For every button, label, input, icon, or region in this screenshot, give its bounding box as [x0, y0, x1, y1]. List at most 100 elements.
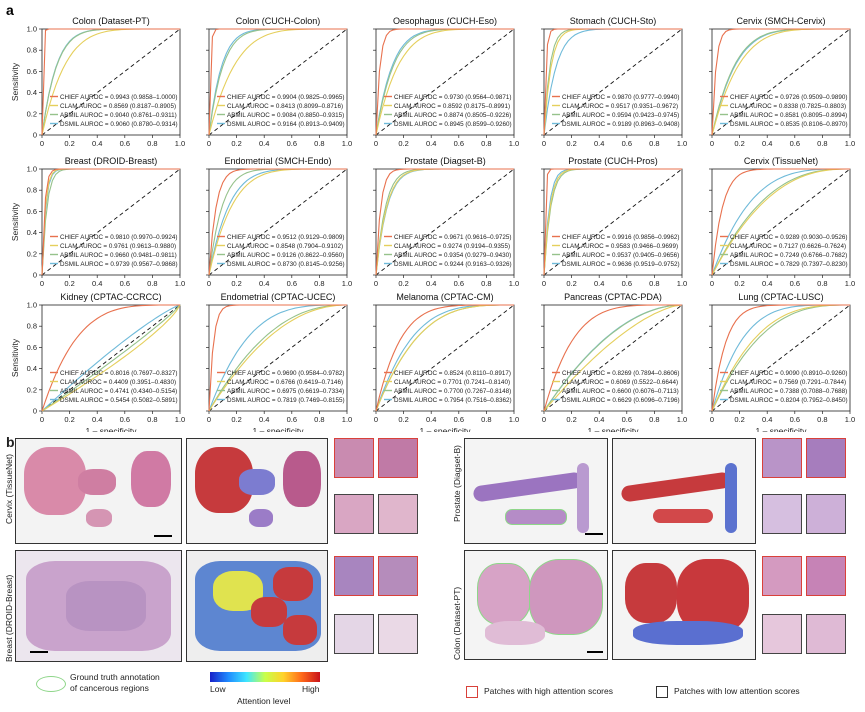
legend-entry-dsmil: DSMIL AUROC = 0.9739 (0.9567–0.9868): [60, 261, 178, 268]
patch-prostate-high-2: [806, 438, 846, 478]
x-tick-label: 0.6: [454, 279, 464, 288]
roc-curve-clam: [711, 168, 850, 276]
x-tick-label: 0.2: [64, 279, 74, 288]
panel-letter-a: a: [6, 2, 14, 18]
x-tick-label: 0.8: [649, 279, 659, 288]
slide-breast-he: [15, 550, 182, 662]
high-attention-legend-icon: [466, 686, 478, 698]
x-tick-label: 0: [207, 139, 211, 148]
x-tick-label: 0.4: [426, 279, 436, 288]
legend-entry-abmil: ABMIL AUROC = 0.7700 (0.7267–0.8148): [394, 388, 511, 395]
x-tick-label: 1.0: [677, 279, 687, 288]
legend-entry-dsmil: DSMIL AUROC = 0.9060 (0.8780–0.9314): [60, 121, 178, 128]
chance-diagonal: [208, 28, 348, 136]
slide-cervix-heatmap: [186, 438, 328, 544]
x-tick-label: 0.6: [622, 279, 632, 288]
x-tick-label: 0.2: [566, 279, 576, 288]
roc-plot-5: Breast (DROID-Breast) 0 0.2 0.4 0.6 0.8 1.0 0 0.…: [10, 156, 185, 288]
x-tick-label: 1.0: [509, 279, 519, 288]
y-tick-label: 0.8: [27, 322, 37, 331]
x-tick-label: 0: [207, 279, 211, 288]
x-tick-label: 0.2: [566, 139, 576, 148]
plot-title: Pancreas (CPTAC-PDA): [564, 292, 662, 302]
patch-prostate-high-1: [762, 438, 802, 478]
plot-title: Cervix (TissueNet): [744, 156, 818, 166]
slide-colon-he: [464, 550, 608, 660]
roc-curve-abmil: [41, 304, 181, 412]
chance-diagonal: [711, 168, 851, 276]
chance-diagonal: [208, 304, 348, 412]
roc-plot-3: Stomach (CUCH-Sto) 0 0.2 0.4 0.6 0.8 1.0 CHIEF …: [541, 16, 687, 148]
roc-curve-clam: [543, 304, 683, 412]
chance-diagonal: [543, 304, 683, 412]
x-tick-label: 0.4: [92, 279, 102, 288]
chance-diagonal: [543, 168, 683, 276]
legend-entry-clam: CLAM AUROC = 0.9583 (0.9466–0.9699): [562, 243, 678, 250]
legend-entry-abmil: ABMIL AUROC = 0.6975 (0.6619–0.7334): [227, 388, 344, 395]
roc-curve-chief: [543, 168, 682, 276]
roc-curve-chief: [543, 304, 682, 412]
legend-entry-abmil: ABMIL AUROC = 0.9354 (0.9279–0.9430): [394, 252, 511, 259]
plot-title: Cervix (SMCH-Cervix): [737, 16, 826, 26]
legend-entry-chief: CHIEF AUROC = 0.9904 (0.9825–0.9965): [227, 94, 344, 101]
x-axis-label: 1 – specificity: [85, 426, 137, 432]
roc-curve-chief: [711, 28, 850, 136]
colorbar-high-label: High: [302, 684, 320, 694]
x-tick-label: 1.0: [845, 139, 855, 148]
x-tick-label: 0.6: [790, 279, 800, 288]
legend-entry-clam: CLAM AUROC = 0.7127 (0.6626–0.7624): [730, 243, 846, 250]
x-tick-label: 0.4: [426, 139, 436, 148]
panel-letter-b: b: [6, 434, 15, 450]
roc-curve-chief: [41, 304, 180, 412]
plot-title: Prostate (Diagset-B): [404, 156, 486, 166]
roc-curve-chief: [375, 168, 514, 276]
plot-title: Colon (Dataset-PT): [72, 16, 150, 26]
legend-entry-chief: CHIEF AUROC = 0.8016 (0.7697–0.8327): [60, 370, 177, 377]
legend-entry-clam: CLAM AUROC = 0.8592 (0.8175–0.8991): [394, 103, 510, 110]
chance-diagonal: [375, 304, 515, 412]
legend-entry-clam: CLAM AUROC = 0.7569 (0.7291–0.7844): [730, 379, 846, 386]
y-tick-label: 0.8: [27, 186, 37, 195]
x-tick-label: 0.6: [454, 415, 464, 424]
roc-plot-2: Oesophagus (CUCH-Eso) 0 0.2 0.4 0.6 0.8 1.0 CHI…: [373, 16, 519, 148]
patch-cervix-low-1: [334, 494, 374, 534]
x-tick-label: 0.2: [398, 279, 408, 288]
patch-breast-low-2: [378, 614, 418, 654]
legend-ground-truth-1: Ground truth annotation: [70, 672, 160, 682]
legend-entry-clam: CLAM AUROC = 0.9274 (0.9194–0.9355): [394, 243, 510, 250]
x-tick-label: 0: [374, 415, 378, 424]
x-tick-label: 0.4: [426, 415, 436, 424]
x-tick-label: 1.0: [175, 415, 185, 424]
legend-entry-dsmil: DSMIL AUROC = 0.8535 (0.8106–0.8970): [730, 121, 848, 128]
legend-entry-chief: CHIEF AUROC = 0.9289 (0.9030–0.9526): [730, 234, 847, 241]
legend-entry-dsmil: DSMIL AUROC = 0.8204 (0.7952–0.8450): [730, 397, 848, 404]
x-tick-label: 0.8: [817, 415, 827, 424]
legend-entry-clam: CLAM AUROC = 0.4409 (0.3951–0.4830): [60, 379, 176, 386]
legend-entry-abmil: ABMIL AUROC = 0.8874 (0.8505–0.9226): [394, 112, 511, 119]
roc-curve-chief: [208, 304, 347, 412]
plot-title: Oesophagus (CUCH-Eso): [393, 16, 497, 26]
x-axis-label: 1 – specificity: [252, 426, 304, 432]
x-tick-label: 0.8: [147, 279, 157, 288]
x-tick-label: 0.4: [594, 279, 604, 288]
x-tick-label: 0.2: [64, 139, 74, 148]
y-tick-label: 0.4: [27, 228, 37, 237]
x-tick-label: 0: [710, 415, 714, 424]
roc-curve-clam: [41, 304, 181, 412]
y-tick-label: 0.6: [27, 343, 37, 352]
y-axis-label: Sensitivity: [10, 202, 20, 241]
legend-entry-clam: CLAM AUROC = 0.6069 (0.5522–0.6644): [562, 379, 678, 386]
legend-low-patches: Patches with low attention scores: [674, 686, 800, 696]
legend-entry-clam: CLAM AUROC = 0.7701 (0.7241–0.8140): [394, 379, 510, 386]
roc-curve-chief: [711, 304, 850, 412]
x-tick-label: 0: [40, 139, 44, 148]
y-tick-label: 0: [33, 131, 37, 140]
ground-truth-legend-icon: [36, 676, 66, 692]
y-tick-label: 0.4: [27, 364, 37, 373]
x-tick-label: 1.0: [342, 415, 352, 424]
x-tick-label: 0: [542, 279, 546, 288]
roc-curve-chief: [208, 28, 347, 136]
roc-curve-clam: [208, 304, 347, 412]
y-tick-label: 0.6: [27, 207, 37, 216]
y-axis-label: Sensitivity: [10, 62, 20, 101]
